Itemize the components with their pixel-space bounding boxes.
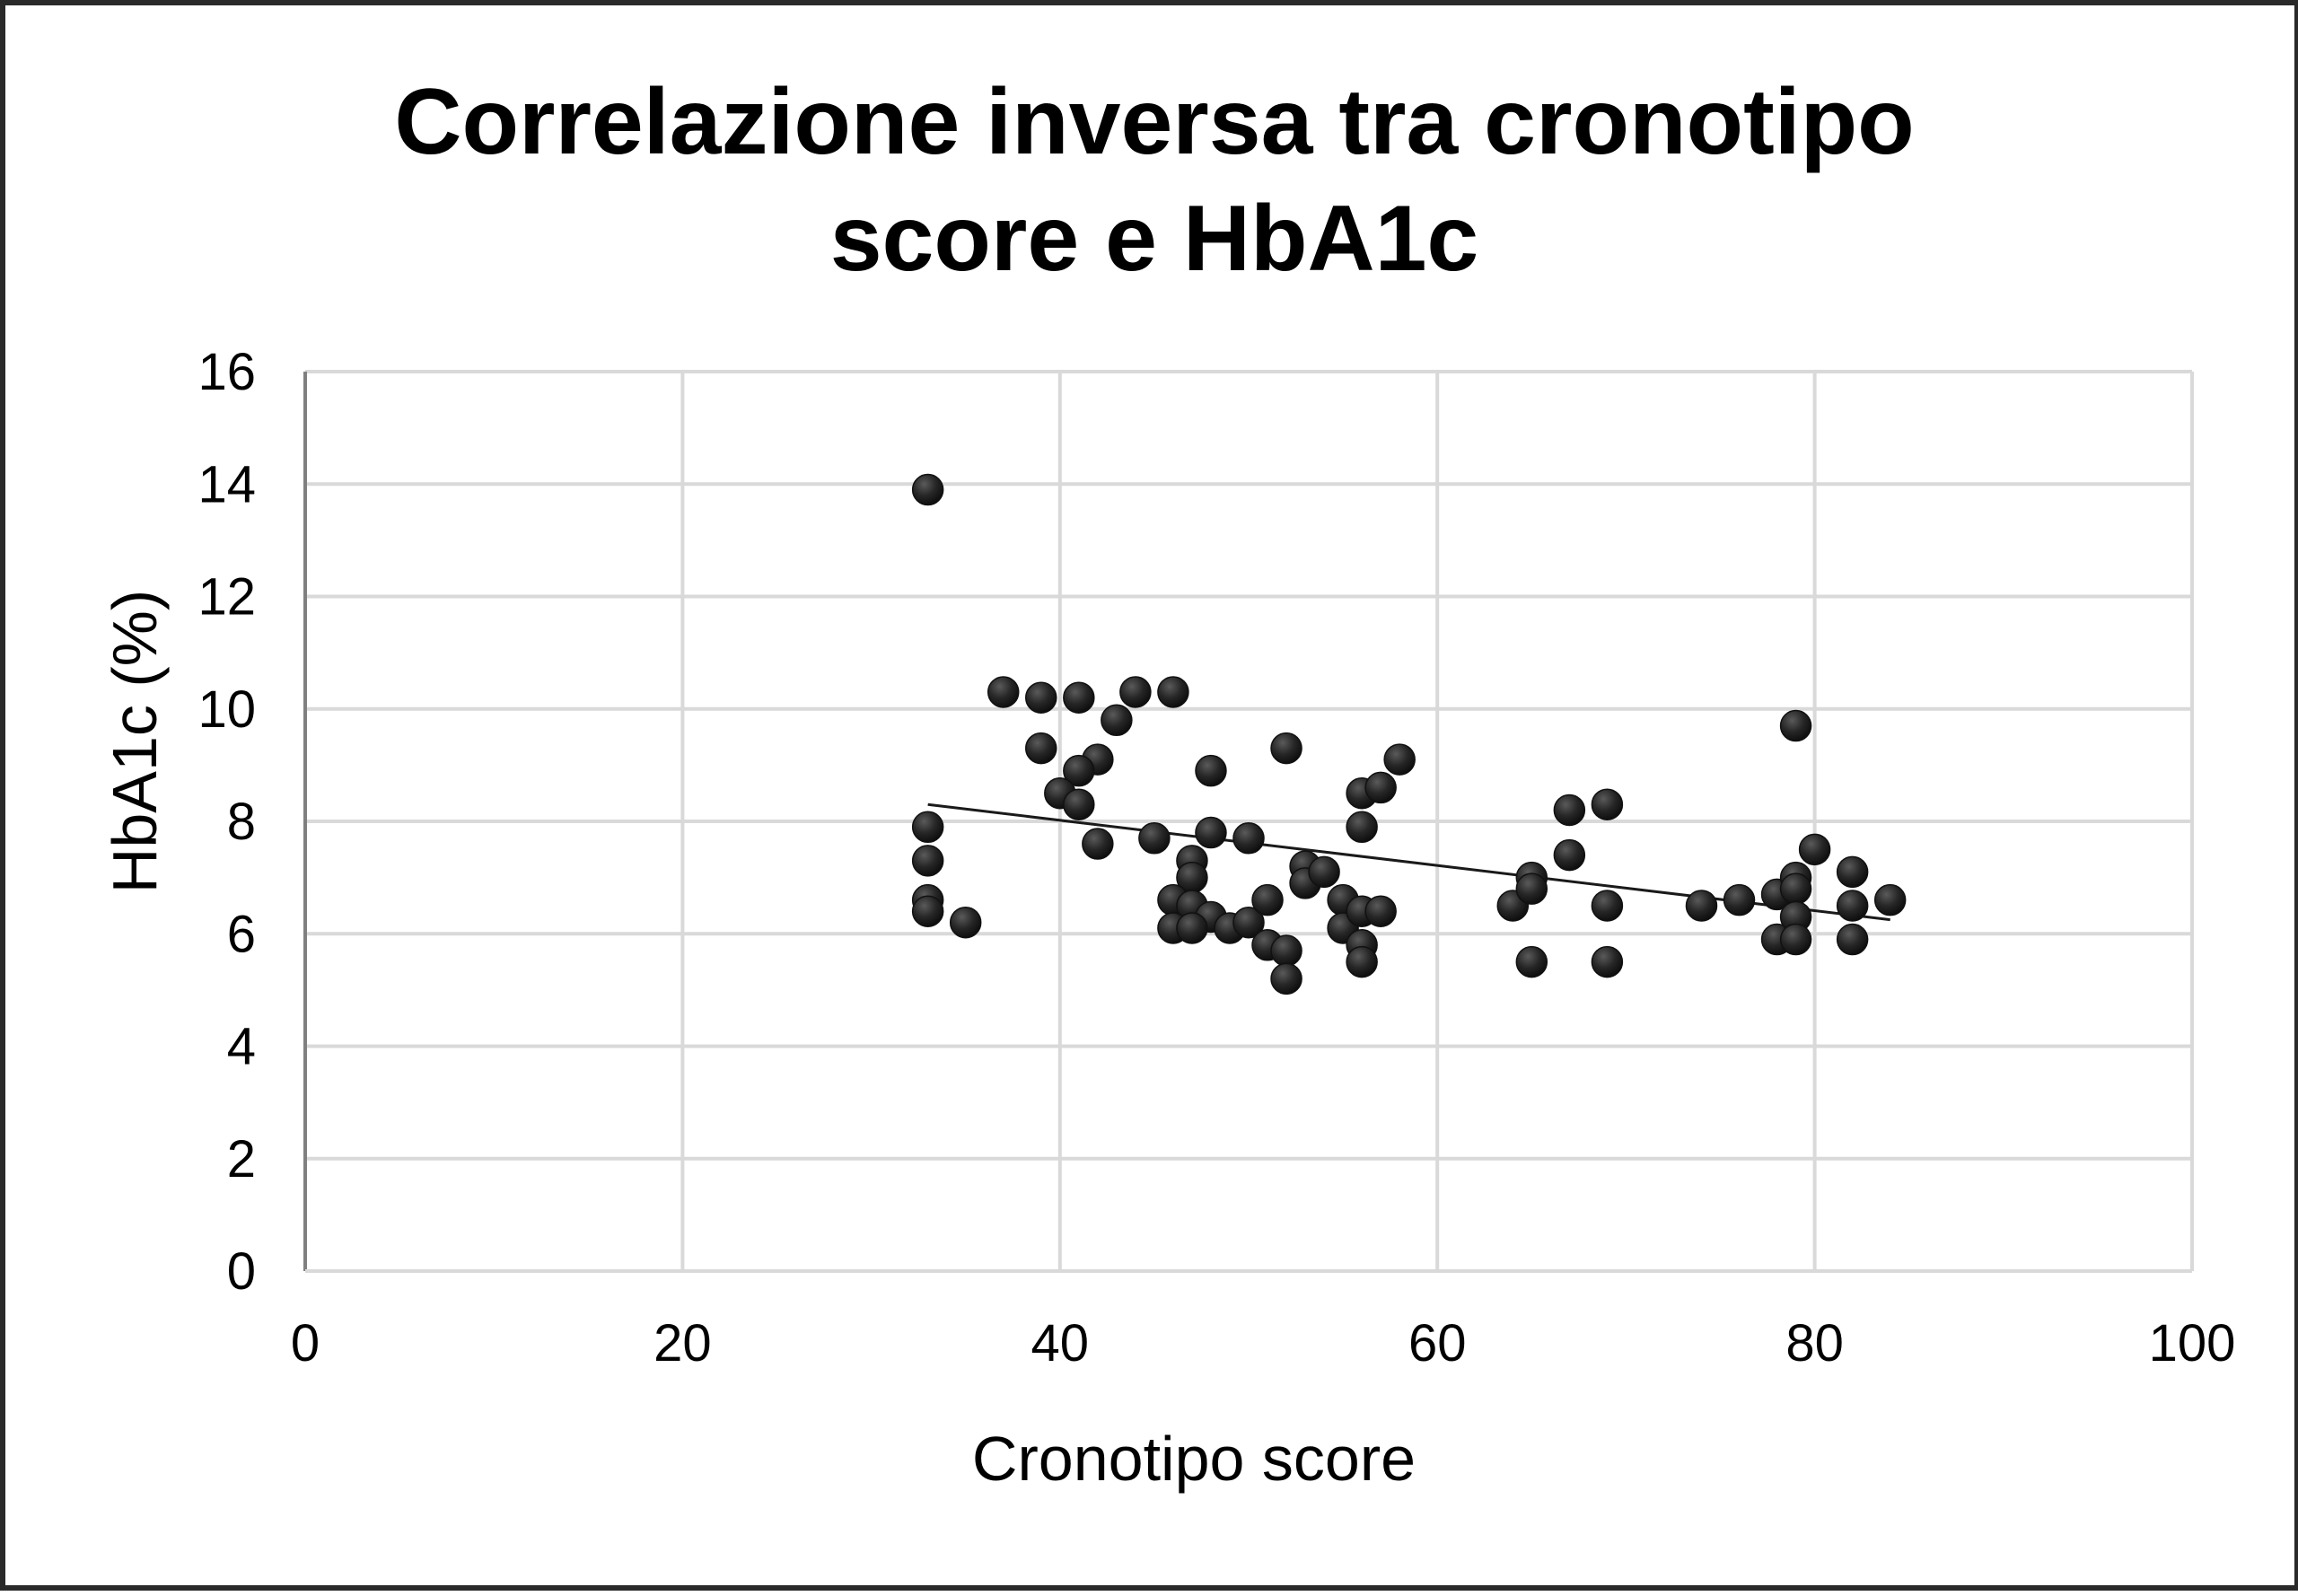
data-point xyxy=(1591,945,1624,978)
data-point xyxy=(1138,822,1171,855)
data-point xyxy=(911,845,944,877)
y-axis-tick-labels: 0 2 4 6 8 10 12 14 16 xyxy=(197,343,256,1301)
axes xyxy=(303,372,2192,1273)
scatter-chart: Correlazione inversa tra cronotipo score… xyxy=(100,70,2236,1494)
data-point xyxy=(1836,923,1869,956)
data-point xyxy=(1779,873,1812,905)
data-point xyxy=(1063,788,1095,820)
data-point xyxy=(1025,681,1057,714)
x-tick-label: 80 xyxy=(1785,1314,1844,1372)
data-point xyxy=(1176,912,1208,944)
data-point xyxy=(911,811,944,844)
y-tick-label: 12 xyxy=(197,568,256,627)
data-point xyxy=(1591,890,1624,922)
x-tick-label: 0 xyxy=(291,1314,320,1372)
data-point xyxy=(1685,890,1718,922)
data-point xyxy=(1270,962,1302,995)
data-point xyxy=(1383,743,1416,776)
data-point xyxy=(1515,945,1548,978)
data-point xyxy=(1364,895,1397,927)
data-point xyxy=(1836,855,1869,889)
data-point xyxy=(1157,676,1189,708)
data-point xyxy=(1063,754,1095,787)
data-point xyxy=(987,676,1020,708)
data-point xyxy=(949,906,982,939)
data-point xyxy=(1873,883,1907,916)
data-point xyxy=(1591,788,1624,820)
y-axis-title: HbA1c (%) xyxy=(100,590,170,893)
y-tick-label: 8 xyxy=(227,793,256,851)
gridlines xyxy=(303,370,2194,1273)
data-point xyxy=(1270,732,1302,765)
data-point xyxy=(911,895,944,927)
data-point xyxy=(1195,816,1227,849)
data-point xyxy=(1251,883,1284,916)
data-point xyxy=(1270,934,1302,967)
y-tick-label: 16 xyxy=(197,343,256,401)
data-point xyxy=(1346,811,1378,844)
y-tick-label: 14 xyxy=(197,455,256,513)
data-point xyxy=(1553,838,1586,872)
data-point xyxy=(1779,923,1812,956)
data-point xyxy=(1063,681,1095,714)
x-tick-label: 60 xyxy=(1408,1314,1467,1372)
data-point xyxy=(1723,883,1756,916)
data-point xyxy=(1195,754,1227,787)
chart-title-line-2: score e HbA1c xyxy=(830,187,1479,291)
y-tick-label: 6 xyxy=(227,905,256,963)
y-tick-label: 4 xyxy=(227,1018,256,1076)
data-point xyxy=(1308,855,1340,889)
data-point xyxy=(1364,771,1397,804)
data-point xyxy=(1232,906,1265,939)
y-tick-label: 10 xyxy=(197,680,256,739)
data-point xyxy=(1232,822,1265,855)
x-tick-label: 40 xyxy=(1031,1314,1090,1372)
x-tick-label: 100 xyxy=(2149,1314,2236,1372)
data-point xyxy=(1101,704,1133,737)
data-point xyxy=(1779,709,1812,742)
data-point xyxy=(1553,794,1586,827)
x-tick-label: 20 xyxy=(653,1314,712,1372)
data-point xyxy=(1119,676,1152,708)
y-tick-label: 0 xyxy=(227,1242,256,1301)
x-axis-title: Cronotipo score xyxy=(972,1424,1416,1494)
data-points xyxy=(911,473,1907,995)
chart-title-line-1: Correlazione inversa tra cronotipo xyxy=(394,70,1914,174)
data-point xyxy=(1836,890,1869,922)
data-point xyxy=(1025,732,1057,765)
x-axis-tick-labels: 0 20 40 60 80 100 xyxy=(291,1314,2236,1372)
y-tick-label: 2 xyxy=(227,1130,256,1188)
data-point xyxy=(1515,873,1548,905)
data-point xyxy=(1082,828,1114,860)
data-point xyxy=(1798,833,1831,866)
data-point xyxy=(911,473,944,506)
data-point xyxy=(1346,945,1378,978)
